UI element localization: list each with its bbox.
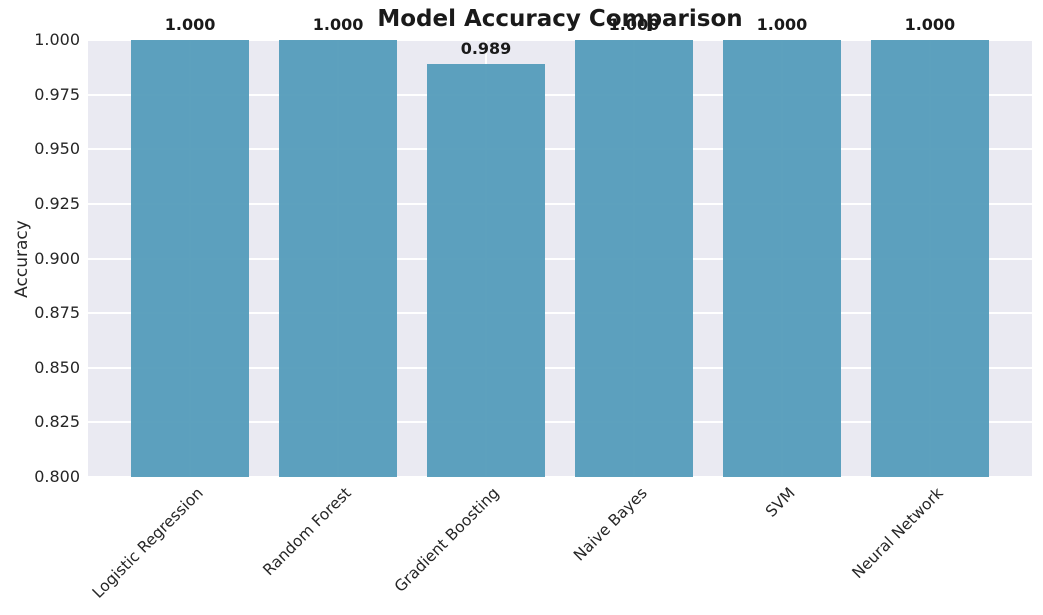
y-tick-label: 1.000	[34, 30, 80, 49]
h-gridline	[88, 421, 1032, 424]
y-tick-label: 0.950	[34, 139, 80, 159]
x-tick-label-random-forest: Random Forest	[259, 484, 355, 580]
plot-area	[88, 39, 1032, 478]
x-tick-label-neural-network: Neural Network	[848, 484, 947, 583]
x-tick-label-gradient-boosting: Gradient Boosting	[390, 484, 503, 596]
bar-value-label: 0.989	[460, 39, 512, 59]
y-tick-label: 0.900	[34, 248, 80, 268]
y-tick-label: 0.925	[34, 193, 80, 213]
bar-neural-network	[870, 40, 990, 477]
x-tick-label-logistic-regression: Logistic Regression	[88, 484, 207, 602]
y-tick-label: 0.875	[34, 303, 80, 323]
bar-value-label: 1.000	[904, 15, 956, 34]
h-gridline	[88, 257, 1032, 260]
h-gridline	[88, 312, 1032, 315]
bar-naive-bayes	[574, 40, 694, 477]
bar-gradient-boosting	[426, 64, 546, 477]
h-gridline	[88, 202, 1032, 205]
h-gridline	[88, 93, 1032, 96]
y-tick-label: 0.850	[34, 357, 80, 377]
h-gridline	[88, 476, 1032, 478]
y-tick-label: 0.800	[34, 467, 80, 486]
bar-svm	[722, 40, 842, 477]
bar-random-forest	[278, 40, 398, 477]
x-tick-label-naive-bayes: Naive Bayes	[570, 484, 651, 565]
h-gridline	[88, 148, 1032, 151]
h-gridline	[88, 39, 1032, 41]
h-gridline	[88, 366, 1032, 369]
bar-value-label: 1.000	[164, 15, 216, 34]
y-tick-label: 0.825	[34, 412, 80, 432]
bar-value-label: 1.000	[608, 15, 660, 34]
bar-logistic-regression	[130, 40, 250, 477]
bar-value-label: 1.000	[312, 15, 364, 34]
chart-title: Model Accuracy Comparison	[377, 6, 743, 32]
bar-value-label: 1.000	[756, 15, 808, 34]
y-tick-label: 0.975	[34, 84, 80, 104]
x-tick-label-svm: SVM	[762, 484, 799, 521]
